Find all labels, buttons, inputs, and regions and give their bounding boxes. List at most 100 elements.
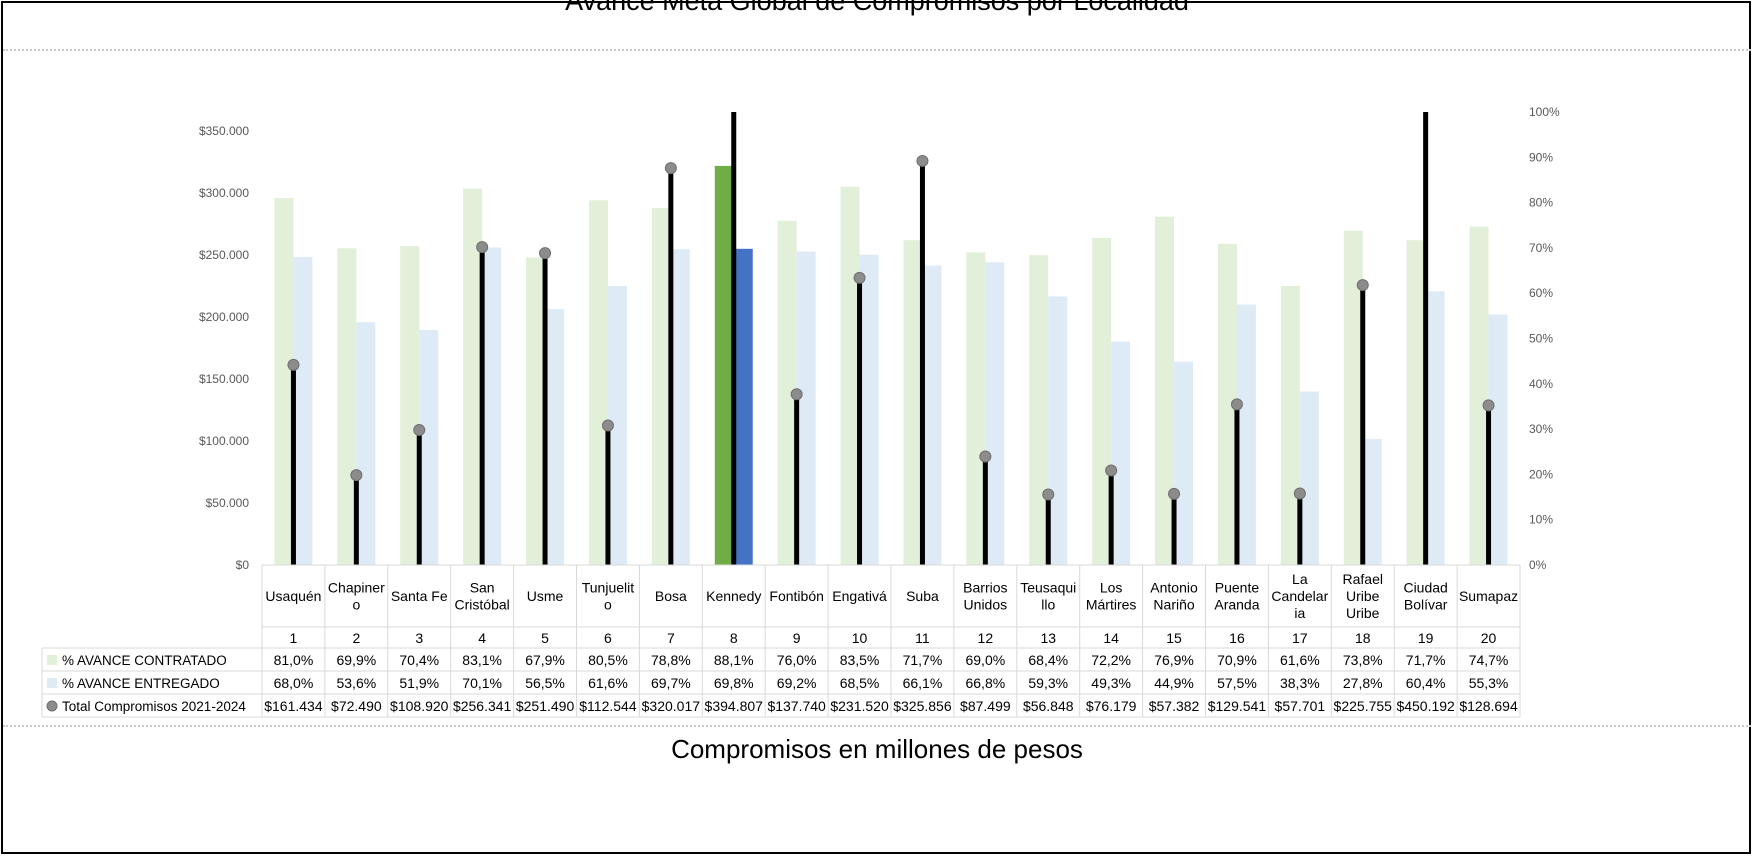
category-number: 1	[290, 630, 298, 646]
bar-contratado	[840, 186, 860, 565]
chart-title: Avance Meta Global de Compromisos por Lo…	[565, 0, 1189, 16]
total-marker	[1356, 279, 1369, 292]
table-value: 69,0%	[965, 652, 1005, 668]
legend-label: % AVANCE ENTREGADO	[62, 676, 220, 691]
category-label: Puente Aranda	[1214, 580, 1259, 613]
y-left-tick-label: $300.000	[199, 186, 249, 200]
bar-entregado	[1488, 314, 1508, 565]
table-value: 69,7%	[651, 675, 691, 691]
bar-contratado	[1406, 240, 1426, 565]
table-value: $72.490	[331, 698, 382, 714]
total-marker	[916, 154, 929, 167]
y-left-tick-label: $200.000	[199, 310, 249, 324]
total-marker	[476, 241, 489, 254]
table-value: 38,3%	[1280, 675, 1320, 691]
bar-entregado	[1048, 296, 1068, 565]
bar-contratado	[651, 208, 671, 565]
bar-entregado	[356, 322, 376, 565]
table-value: 71,7%	[1406, 652, 1446, 668]
table-value: 76,9%	[1154, 652, 1194, 668]
table-value: 83,1%	[462, 652, 502, 668]
category-number: 20	[1481, 630, 1497, 646]
table-value: $112.544	[579, 698, 637, 714]
total-marker	[287, 358, 300, 371]
bar-entregado	[796, 251, 816, 566]
table-value: $56.848	[1023, 698, 1074, 714]
category-label: La Candelar ia	[1271, 571, 1328, 621]
table-value: 69,8%	[714, 675, 754, 691]
category-number: 14	[1103, 630, 1119, 646]
bar-contratado	[1280, 285, 1300, 565]
y-right-tick-label: 40%	[1529, 377, 1553, 391]
category-number: 18	[1355, 630, 1371, 646]
category-label: Usaquén	[265, 588, 321, 604]
table-value: $394.807	[705, 698, 764, 714]
table-value: 74,7%	[1469, 652, 1509, 668]
total-marker	[1105, 464, 1118, 477]
table-value: $57.701	[1275, 698, 1326, 714]
category-number: 19	[1418, 630, 1434, 646]
table-value: 70,1%	[462, 675, 502, 691]
category-number: 15	[1166, 630, 1182, 646]
category-label: Antonio Nariño	[1150, 580, 1198, 613]
y-left-tick-label: $100.000	[199, 434, 249, 448]
table-value: $320.017	[642, 698, 701, 714]
category-number: 17	[1292, 630, 1308, 646]
table-value: 69,9%	[336, 652, 376, 668]
category-label: Chapiner o	[328, 580, 385, 613]
table-value: 68,0%	[274, 675, 314, 691]
total-marker	[1042, 488, 1055, 501]
table-value: 57,5%	[1217, 675, 1257, 691]
table-value: 68,4%	[1028, 652, 1068, 668]
bar-contratado	[337, 248, 357, 565]
table-value: 56,5%	[525, 675, 565, 691]
category-label: San Cristóbal	[455, 580, 510, 613]
total-marker	[853, 271, 866, 284]
total-marker	[601, 419, 614, 432]
bar-contratado	[463, 188, 483, 565]
bar-contratado	[526, 257, 546, 565]
table-value: $76.179	[1086, 698, 1137, 714]
total-marker	[664, 162, 677, 175]
bar-entregado	[1425, 291, 1445, 565]
category-number: 3	[415, 630, 423, 646]
table-value: $450.192	[1396, 698, 1455, 714]
bar-entregado	[1299, 391, 1319, 565]
table-value: 70,9%	[1217, 652, 1257, 668]
table-value: $108.920	[390, 698, 449, 714]
category-number: 2	[352, 630, 360, 646]
table-value: $87.499	[960, 698, 1011, 714]
legend-swatch	[47, 678, 57, 688]
total-marker	[1293, 487, 1306, 500]
bar-contratado	[966, 252, 986, 565]
category-number: 5	[541, 630, 549, 646]
table-value: 66,8%	[965, 675, 1005, 691]
category-number: 12	[978, 630, 994, 646]
table-value: 69,2%	[777, 675, 817, 691]
table-value: 88,1%	[714, 652, 754, 668]
table-value: 49,3%	[1091, 675, 1131, 691]
category-number: 13	[1040, 630, 1056, 646]
table-value: 53,6%	[336, 675, 376, 691]
table-value: 44,9%	[1154, 675, 1194, 691]
table-value: 61,6%	[1280, 652, 1320, 668]
bar-entregado	[670, 249, 690, 565]
category-label: Sumapaz	[1459, 588, 1518, 604]
legend-marker	[46, 700, 58, 712]
table-value: 27,8%	[1343, 675, 1383, 691]
category-label: Kennedy	[706, 588, 761, 604]
bar-entregado	[1111, 341, 1131, 565]
bar-contratado	[1092, 237, 1112, 565]
legend-label: % AVANCE CONTRATADO	[62, 653, 227, 668]
category-label: Fontibón	[769, 588, 823, 604]
table-value: 61,6%	[588, 675, 628, 691]
bar-contratado	[1217, 243, 1237, 565]
table-value: $161.434	[264, 698, 323, 714]
table-value: $251.490	[516, 698, 575, 714]
total-marker	[1482, 399, 1495, 412]
bar-contratado	[777, 220, 797, 565]
category-number: 8	[730, 630, 738, 646]
bottom-divider	[3, 725, 1751, 727]
table-value: 66,1%	[903, 675, 943, 691]
